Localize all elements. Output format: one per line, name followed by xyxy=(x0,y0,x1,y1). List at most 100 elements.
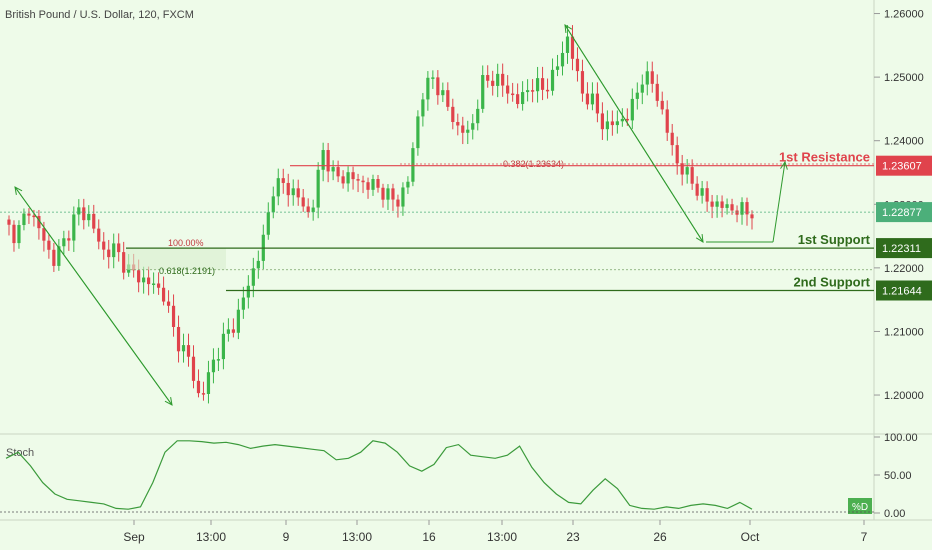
level-label-support: 2nd Support xyxy=(793,275,870,290)
candle-body xyxy=(161,287,166,302)
candle-body xyxy=(156,283,161,288)
candle-body xyxy=(142,277,146,283)
candle-body xyxy=(580,71,585,94)
candle-body xyxy=(196,380,201,394)
candle-body xyxy=(52,249,56,266)
time-tick-label: 13:00 xyxy=(342,530,372,544)
candle-body xyxy=(466,129,470,133)
level-price-tag-support xyxy=(876,280,932,301)
candle-body xyxy=(426,77,430,100)
time-tick-label: 23 xyxy=(566,530,580,544)
price-tick-label: 1.25000 xyxy=(884,72,924,84)
candle-body xyxy=(660,100,664,110)
level-price-text-support: 1.21644 xyxy=(882,286,922,298)
candle-body xyxy=(640,84,644,93)
candle-body xyxy=(421,99,425,117)
candle-body xyxy=(720,201,724,208)
candle-body xyxy=(246,285,250,298)
candle-body xyxy=(446,90,450,107)
candle-body xyxy=(491,80,495,86)
candle-body xyxy=(62,238,66,247)
candle-body xyxy=(361,180,365,183)
candle-body xyxy=(496,73,500,86)
candle-body xyxy=(685,167,689,175)
candle-body xyxy=(456,122,460,126)
candle-body xyxy=(22,213,26,226)
candle-body xyxy=(745,202,749,215)
candle-body xyxy=(72,214,76,241)
stoch-tick-label: 100.00 xyxy=(884,432,918,444)
candle-body xyxy=(401,187,405,207)
level-price-tag-support xyxy=(876,238,932,259)
candle-body xyxy=(366,182,370,190)
candle-body xyxy=(181,345,186,352)
candle-body xyxy=(331,167,335,172)
level-label-resistance: 1st Resistance xyxy=(779,150,870,165)
candle-body xyxy=(57,246,61,266)
trend-arrow-left-down-head xyxy=(164,397,173,406)
time-tick-label: Oct xyxy=(741,530,760,544)
current-price-text: 1.22877 xyxy=(882,207,922,219)
candle-body xyxy=(665,109,669,133)
level-label-support: 1st Support xyxy=(798,232,871,247)
candle-body xyxy=(306,206,310,213)
candle-body xyxy=(241,297,245,310)
candle-body xyxy=(391,188,395,200)
candle-body xyxy=(476,108,480,124)
level-price-text-support: 1.22311 xyxy=(882,243,921,255)
time-tick-label: 9 xyxy=(283,530,290,544)
candle-body xyxy=(565,36,570,53)
candle-body xyxy=(670,132,674,146)
candle-body xyxy=(82,207,86,221)
candle-body xyxy=(211,359,216,373)
candle-body xyxy=(147,277,151,285)
candle-body xyxy=(256,260,260,269)
stoch-tick-label: 50.00 xyxy=(884,470,912,482)
candle-body xyxy=(575,58,580,72)
candle-body xyxy=(296,188,300,198)
candle-body xyxy=(102,241,106,250)
current-price-tag xyxy=(876,202,932,223)
candle-body xyxy=(411,148,415,182)
fib-100-label: 100.00% xyxy=(168,238,204,248)
candle-body xyxy=(286,182,290,196)
projection-arrow xyxy=(772,161,786,243)
candle-body xyxy=(600,113,604,130)
stoch-legend-box xyxy=(848,498,872,514)
time-tick-label: 26 xyxy=(653,530,667,544)
candle-body xyxy=(301,197,305,207)
candle-body xyxy=(276,178,280,197)
candle-body xyxy=(535,78,540,92)
time-tick-label: 13:00 xyxy=(487,530,517,544)
stochastic-panel: Stoch %D 100.00 50.00 0.00 xyxy=(0,432,918,520)
candle-body xyxy=(351,172,355,180)
candle-body xyxy=(266,212,270,235)
candle-body xyxy=(12,224,16,244)
projection-arrow-head xyxy=(780,160,788,170)
candle-body xyxy=(206,372,211,394)
stoch-line xyxy=(5,440,753,510)
candle-body xyxy=(615,121,619,126)
candle-body xyxy=(735,210,739,215)
candle-body xyxy=(610,121,614,126)
fib-0618-label: 0.618(1.2191) xyxy=(159,266,215,276)
candle-body xyxy=(112,243,116,258)
candle-body xyxy=(645,71,649,85)
candle-body xyxy=(725,204,729,208)
candle-body xyxy=(560,52,565,67)
fibonacci-lines: 0.382(1.23634) 100.00% 0.618(1.2191) xyxy=(126,159,874,276)
candle-body xyxy=(271,196,275,213)
price-tags: 1.22877 xyxy=(0,202,932,223)
candle-body xyxy=(281,178,285,183)
candles-series xyxy=(7,25,754,404)
price-tick-label: 1.22000 xyxy=(884,263,924,275)
candle-body xyxy=(341,176,345,184)
candle-body xyxy=(37,215,41,229)
candle-body xyxy=(311,207,315,213)
fib-zone xyxy=(126,248,226,270)
trend-arrow-right-down xyxy=(564,24,704,243)
candle-body xyxy=(680,163,684,175)
candle-body xyxy=(251,268,255,286)
